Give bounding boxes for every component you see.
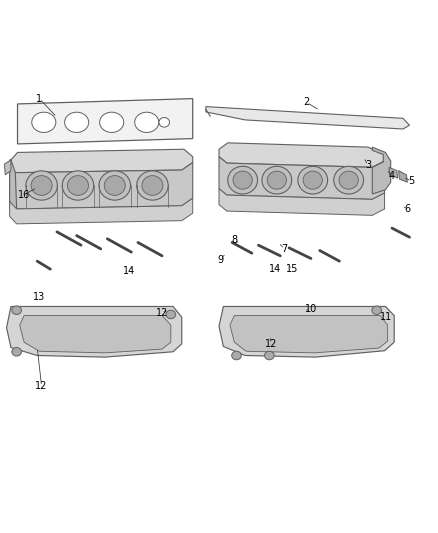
Polygon shape <box>219 306 394 357</box>
Ellipse shape <box>26 171 57 200</box>
Ellipse shape <box>104 176 125 195</box>
Ellipse shape <box>62 171 94 200</box>
Ellipse shape <box>334 166 364 194</box>
Ellipse shape <box>137 171 168 200</box>
Polygon shape <box>230 316 388 353</box>
Ellipse shape <box>339 171 358 189</box>
Text: 12: 12 <box>265 339 278 349</box>
Ellipse shape <box>228 166 258 194</box>
Polygon shape <box>219 189 385 215</box>
Text: 6: 6 <box>404 205 410 214</box>
Polygon shape <box>372 147 391 194</box>
Text: 11: 11 <box>380 312 392 321</box>
Ellipse shape <box>166 310 176 319</box>
Polygon shape <box>18 99 193 144</box>
Polygon shape <box>206 107 410 129</box>
Polygon shape <box>10 160 17 213</box>
Text: 3: 3 <box>365 160 371 170</box>
Ellipse shape <box>31 176 52 195</box>
Polygon shape <box>7 306 182 357</box>
Ellipse shape <box>233 171 252 189</box>
Text: 14: 14 <box>123 266 135 276</box>
Polygon shape <box>10 198 193 224</box>
Ellipse shape <box>12 348 21 356</box>
Text: 12: 12 <box>35 382 48 391</box>
Text: 1: 1 <box>36 94 42 103</box>
Text: 13: 13 <box>33 292 46 302</box>
Ellipse shape <box>262 166 292 194</box>
Ellipse shape <box>99 171 131 200</box>
Ellipse shape <box>298 166 328 194</box>
Polygon shape <box>389 167 398 178</box>
Ellipse shape <box>372 306 381 314</box>
Ellipse shape <box>142 176 163 195</box>
Ellipse shape <box>159 118 170 127</box>
Ellipse shape <box>64 112 88 133</box>
Polygon shape <box>20 316 171 353</box>
Text: 12: 12 <box>156 309 168 318</box>
Text: 8: 8 <box>231 235 237 245</box>
Text: 9: 9 <box>217 255 223 264</box>
Polygon shape <box>219 143 385 167</box>
Text: 16: 16 <box>18 190 30 199</box>
Ellipse shape <box>265 351 274 360</box>
Text: 14: 14 <box>268 264 281 274</box>
Ellipse shape <box>267 171 286 189</box>
Ellipse shape <box>99 112 124 133</box>
Ellipse shape <box>32 112 56 133</box>
Text: 15: 15 <box>286 264 299 274</box>
Polygon shape <box>10 149 193 173</box>
Ellipse shape <box>135 112 159 133</box>
Text: 5: 5 <box>409 176 415 186</box>
Ellipse shape <box>303 171 322 189</box>
Ellipse shape <box>67 176 88 195</box>
Ellipse shape <box>12 306 21 314</box>
Polygon shape <box>10 163 193 209</box>
Ellipse shape <box>232 351 241 360</box>
Polygon shape <box>4 160 11 175</box>
Text: 10: 10 <box>305 304 317 314</box>
Polygon shape <box>399 171 407 182</box>
Text: 7: 7 <box>282 244 288 254</box>
Text: 2: 2 <box>304 98 310 107</box>
Text: 4: 4 <box>389 171 395 181</box>
Polygon shape <box>219 157 385 199</box>
